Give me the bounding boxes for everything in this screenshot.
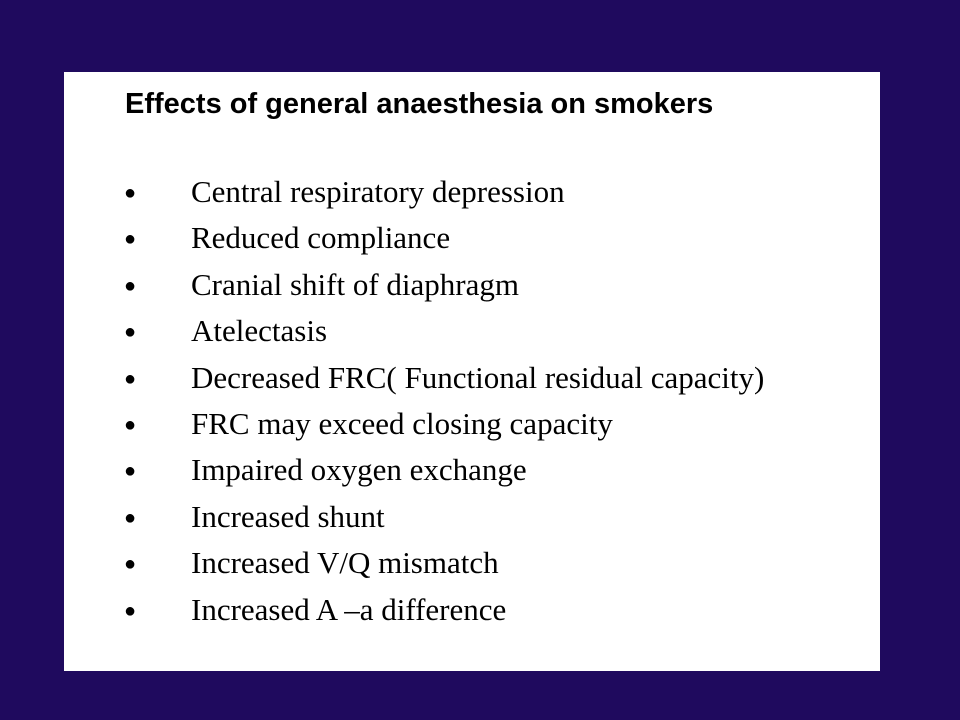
title: Effects of general anaesthesia on smoker… — [125, 88, 714, 120]
bullet: ● — [124, 274, 137, 297]
item-text: Atelectasis — [191, 313, 328, 349]
item-text: Decreased FRC( Functional residual capac… — [191, 359, 765, 395]
bullet: ● — [124, 321, 137, 344]
item-text: Increased shunt — [191, 498, 385, 534]
item-text: FRC may exceed closing capacity — [191, 405, 613, 441]
panel: Effects of general anaesthesia on smoker… — [64, 72, 880, 671]
item-text: Increased A –a difference — [191, 591, 507, 627]
bullet: ● — [124, 367, 137, 390]
bullet: ● — [124, 599, 137, 622]
bullet: ● — [124, 182, 137, 204]
bullet: ● — [124, 228, 137, 251]
bullet: ● — [124, 413, 137, 436]
item-text: Central respiratory depression — [191, 174, 565, 209]
item-text: Reduced compliance — [191, 220, 451, 256]
bullet: ● — [124, 460, 137, 483]
item-text: Increased V/Q mismatch — [191, 545, 499, 581]
item-text: Cranial shift of diaphragm — [191, 266, 519, 302]
item-text: Impaired oxygen exchange — [191, 452, 527, 488]
bullet: ● — [124, 553, 137, 576]
bullet: ● — [124, 506, 137, 529]
